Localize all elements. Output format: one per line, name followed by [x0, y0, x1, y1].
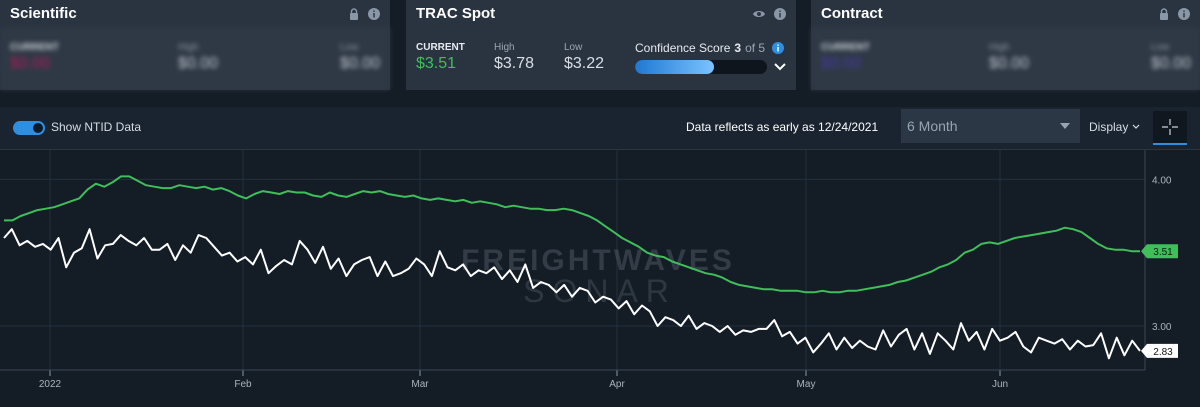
y-tick-label: 3.00	[1152, 322, 1172, 333]
trac-spot-card[interactable]: TRAC Spot CURRENT $3.51 High $3.78 Low $3.2…	[406, 0, 796, 90]
info-icon[interactable]	[1178, 7, 1190, 20]
high-label: High	[178, 42, 199, 53]
current-value: $0.00	[821, 55, 862, 72]
current-label: CURRENT	[10, 42, 59, 53]
info-icon[interactable]	[772, 42, 785, 54]
chevron-down-icon	[1132, 124, 1140, 129]
x-tick-label: Feb	[234, 379, 252, 390]
period-select-value: 6 Month	[907, 118, 958, 134]
period-select[interactable]: 6 Month	[901, 109, 1080, 143]
confidence-max: of 5	[745, 41, 766, 55]
eye-icon[interactable]	[752, 8, 766, 20]
ntid-toggle[interactable]	[13, 121, 45, 135]
low-value: $0.00	[340, 55, 381, 72]
crosshair-button[interactable]	[1153, 111, 1187, 145]
high-value: $3.78	[494, 55, 535, 72]
chevron-down-icon[interactable]	[774, 62, 786, 72]
last-value-label: 2.83	[1153, 347, 1173, 358]
low-label: Low	[340, 42, 359, 53]
high-value: $0.00	[178, 55, 219, 72]
last-value-tag	[1141, 343, 1178, 358]
x-tick-label: Mar	[411, 379, 429, 390]
crosshair-icon	[1162, 119, 1178, 135]
line-chart[interactable]: 2022 Feb Mar Apr May Jun 4.00 3.00 FREIGHTWAVESS…	[0, 150, 1200, 407]
card-title: Contract	[821, 5, 883, 22]
current-label: CURRENT	[416, 42, 465, 53]
x-tick-label: 2022	[39, 379, 62, 390]
low-value: $3.22	[564, 55, 605, 72]
series-line	[3, 228, 1141, 360]
caret-down-icon	[1060, 123, 1070, 129]
contract-card[interactable]: Contract CURRENT $0.00 High $0.00 Low $0.00	[811, 0, 1200, 90]
lock-icon	[1160, 7, 1168, 20]
high-label: High	[494, 42, 515, 53]
card-title: TRAC Spot	[416, 5, 496, 22]
low-label: Low	[1151, 42, 1170, 53]
info-icon[interactable]	[368, 7, 380, 20]
low-label: Low	[564, 42, 583, 53]
y-tick-label: 4.00	[1152, 175, 1172, 186]
x-tick-label: Jun	[992, 379, 1008, 390]
locked-stats: CURRENT $0.00 High $0.00 Low $0.00	[811, 27, 1200, 90]
low-value: $0.00	[1151, 55, 1192, 72]
last-value-tag	[1141, 244, 1178, 259]
confidence-label: Confidence Score	[635, 41, 731, 55]
card-title: Scientific	[10, 5, 77, 22]
current-value: $3.51	[416, 55, 457, 72]
ntid-toggle-label: Show NTID Data	[51, 120, 142, 134]
x-tick-label: Apr	[609, 379, 625, 390]
current-label: CURRENT	[821, 42, 870, 53]
spot-stats: CURRENT $3.51 High $3.78 Low $3.22 Confiden…	[406, 27, 796, 90]
chart-toolbar: Show NTID Data Data reflects as early as…	[0, 107, 1200, 150]
last-value-label: 3.51	[1153, 247, 1173, 258]
locked-stats: CURRENT $0.00 High $0.00 Low $0.00	[0, 27, 390, 90]
display-menu[interactable]: Display	[1089, 120, 1140, 134]
high-value: $0.00	[989, 55, 1030, 72]
series-line	[4, 175, 1140, 294]
scientific-card[interactable]: Scientific CURRENT $0.00 High $0.00 Low $0.…	[0, 0, 390, 90]
confidence-bar-fill	[635, 60, 715, 74]
high-label: High	[989, 42, 1010, 53]
confidence-score: Confidence Score 3 of 5	[635, 41, 785, 55]
lock-icon	[350, 7, 358, 20]
toggle-knob	[33, 123, 43, 133]
x-tick-label: May	[797, 379, 816, 390]
watermark-product: SONAR	[523, 273, 677, 309]
confidence-value: 3	[734, 41, 742, 55]
data-range-note: Data reflects as early as 12/24/2021	[686, 120, 879, 134]
info-icon[interactable]	[774, 7, 786, 20]
confidence-bar	[635, 60, 767, 74]
watermark-logo: FREIGHTWAVES	[461, 244, 735, 277]
current-value: $0.00	[10, 55, 51, 72]
display-menu-label: Display	[1089, 120, 1129, 134]
